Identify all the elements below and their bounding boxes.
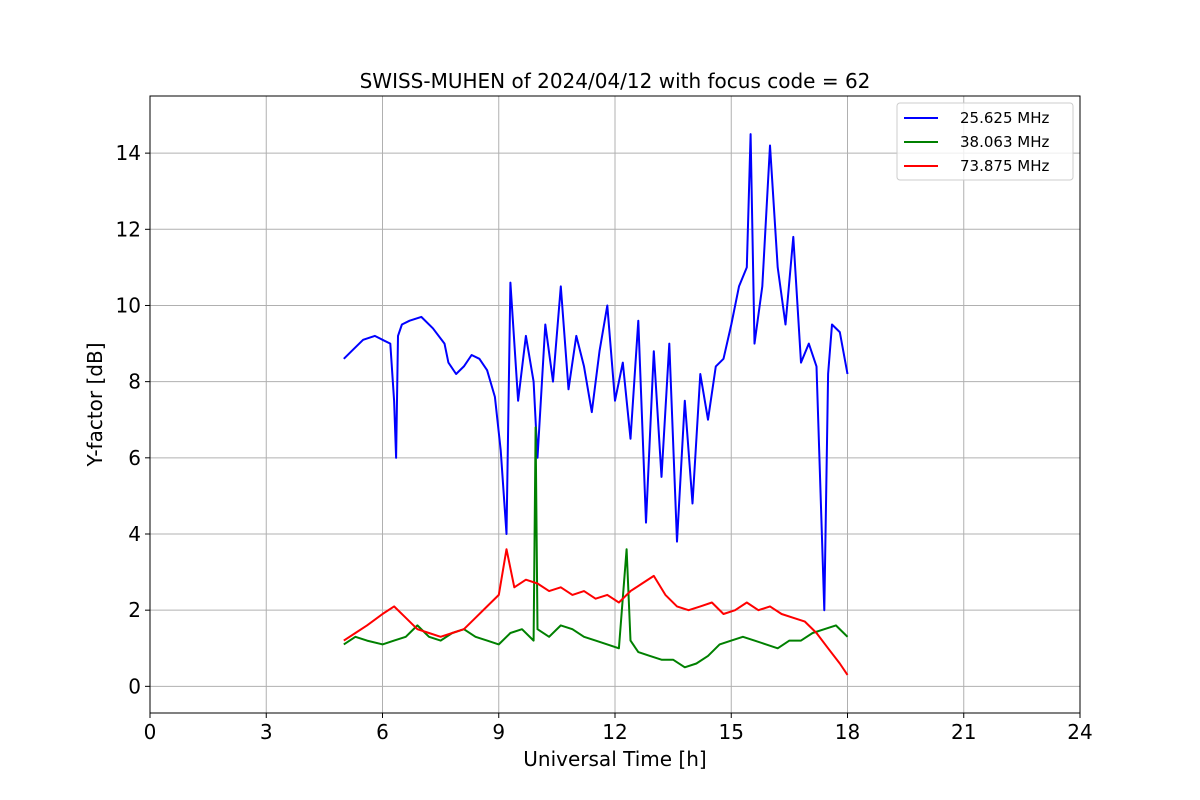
y-tick-label: 2 [128, 598, 141, 622]
x-tick-label: 9 [492, 720, 505, 744]
legend-frame [896, 102, 1074, 181]
legend-label-2: 38.063 MHz [960, 133, 1049, 151]
chart-title: SWISS-MUHEN of 2024/04/12 with focus cod… [360, 69, 871, 93]
y-tick-label: 12 [116, 217, 141, 241]
y-tick-label: 8 [128, 370, 141, 394]
legend-label-1: 25.625 MHz [960, 109, 1049, 127]
x-axis-label: Universal Time [h] [523, 747, 706, 771]
x-tick-label: 15 [719, 720, 744, 744]
series-line-2 [343, 426, 849, 669]
x-tick-label: 21 [951, 720, 976, 744]
y-tick-label: 4 [128, 522, 141, 546]
legend: 25.625 MHz 38.063 MHz 73.875 MHz [896, 102, 1074, 181]
series-layer [343, 133, 849, 676]
x-tick-label: 24 [1067, 720, 1092, 744]
x-tick-label: 18 [835, 720, 860, 744]
y-tick-label: 10 [116, 293, 141, 317]
x-tick-label: 0 [144, 720, 157, 744]
series-line-1 [343, 133, 849, 612]
y-tick-label: 6 [128, 446, 141, 470]
legend-label-3: 73.875 MHz [960, 157, 1049, 175]
x-tick-label: 12 [602, 720, 627, 744]
x-tick-label: 3 [260, 720, 273, 744]
x-tick-label: 6 [376, 720, 389, 744]
y-tick-label: 14 [116, 141, 141, 165]
y-axis-label: Y-factor [dB] [83, 342, 107, 467]
series-line-3 [343, 548, 849, 676]
y-tick-label: 0 [128, 674, 141, 698]
